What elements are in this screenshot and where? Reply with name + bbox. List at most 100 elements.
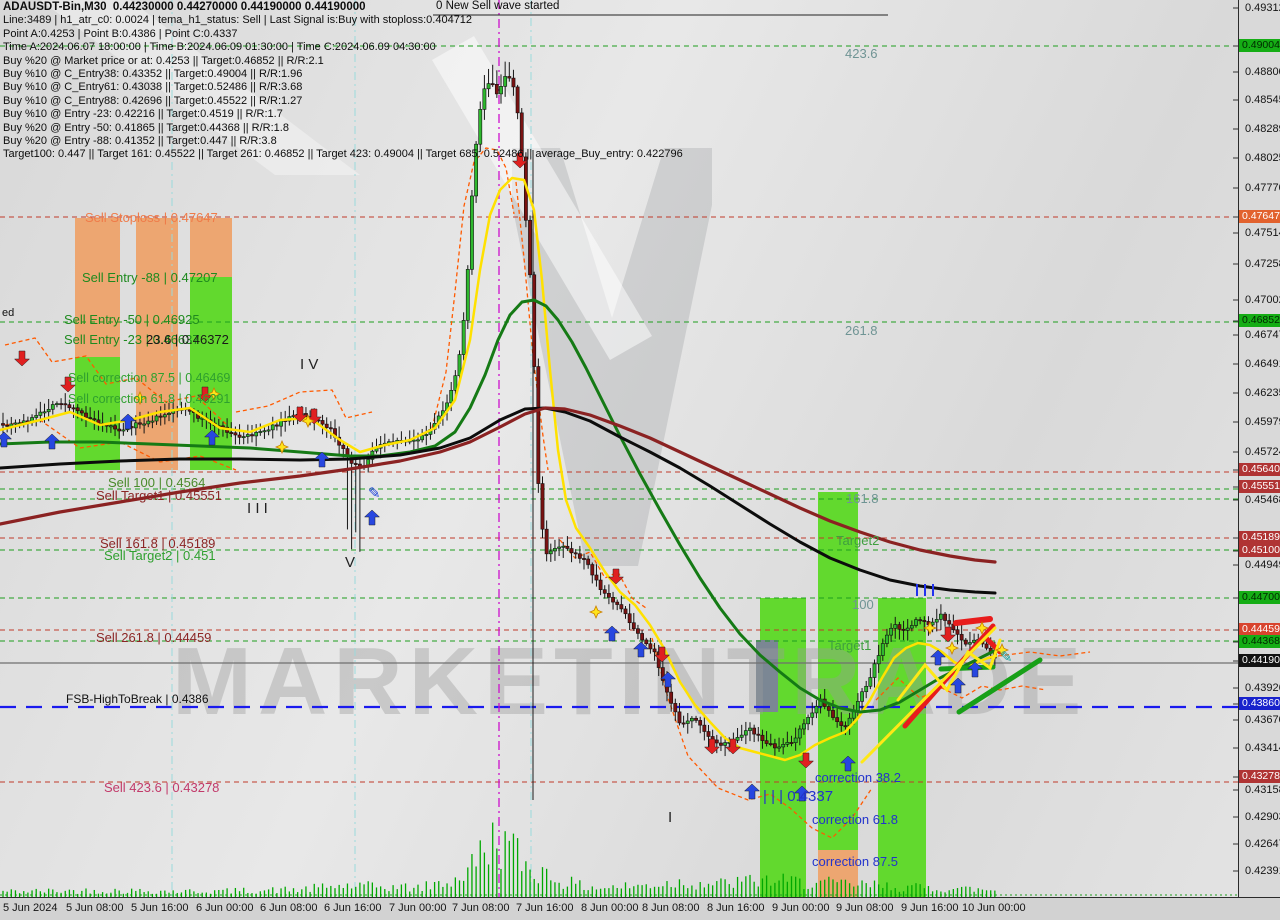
time-tick-label: 5 Jun 08:00 [66, 902, 124, 914]
price-badge: 0.44368 [1239, 635, 1280, 648]
volume-bars [2, 822, 996, 897]
label-correction-875: correction 87.5 [812, 854, 898, 869]
price-badge: 0.47647 [1239, 210, 1280, 223]
time-tick-label: 5 Jun 16:00 [131, 902, 189, 914]
label-wave-iv: I V [300, 356, 319, 373]
price-tick-label: 0.45724 [1245, 446, 1280, 458]
price-tick-label: 0.46235 [1245, 387, 1280, 399]
info-line: Buy %10 @ C_Entry88: 0.42696 || Target:0… [3, 94, 303, 107]
label-sell-100: Sell 100 | 0.4564 [108, 475, 206, 490]
info-block: ADAUSDT-Bin,M30 0.44230000 0.44270000 0.… [3, 1, 683, 162]
time-tick-label: 6 Jun 08:00 [260, 902, 318, 914]
price-badge: 0.49004 [1239, 39, 1280, 52]
signal-segment [896, 638, 1002, 702]
watermark-logo-swoosh [432, 36, 652, 360]
ma-line-slow-black [0, 406, 997, 595]
zone-or [136, 218, 178, 470]
label-sell-2618: Sell 261.8 | 0.44459 [96, 630, 212, 645]
time-tick-label: 9 Jun 08:00 [836, 902, 894, 914]
atr-trail [651, 637, 873, 839]
info-line: Buy %10 @ Entry -23: 0.42216 || Target:0… [3, 108, 283, 121]
zone-gr [818, 492, 858, 850]
zone-or [75, 218, 120, 357]
price-tick-label: 0.45468 [1245, 494, 1280, 506]
price-tick-label: 0.43158 [1245, 784, 1280, 796]
info-line: Time A:2024.06.07 18:00:00 | Time B:2024… [3, 41, 436, 54]
info-line: ADAUSDT-Bin,M30 0.44230000 0.44270000 0.… [3, 1, 366, 13]
atr-trail [997, 651, 1091, 657]
pencil-icon: ✎ [368, 485, 381, 502]
signal-segment [956, 657, 1043, 715]
atr-trail [235, 389, 373, 419]
label-fsb-hightobreak: FSB-HighToBreak | 0.4386 [66, 692, 209, 706]
price-badge: 0.46852 [1239, 314, 1280, 327]
zone-or [190, 218, 232, 277]
price-tick-label: 0.48025 [1245, 152, 1280, 164]
price-badge: 0.45189 [1239, 531, 1280, 544]
price-badge: 0.45100 [1239, 544, 1280, 557]
price-tick-label: 0.47514 [1245, 227, 1280, 239]
ma-line-fast-yellow [0, 176, 998, 762]
price-tick-label: 0.46491 [1245, 358, 1280, 370]
price-badge: 0.44190 [1239, 654, 1280, 667]
wave-status-note: 0 New Sell wave started [436, 0, 560, 12]
info-line: Buy %10 @ C_Entry61: 0.43038 || Target:0… [3, 81, 303, 94]
atr-trail [559, 539, 647, 609]
label-fib-2618: 261.8 [845, 323, 878, 338]
info-line: Buy %20 @ Entry -88: 0.41352 || Target:0… [3, 135, 277, 148]
label-sell-4236: Sell 423.6 | 0.43278 [104, 780, 220, 795]
signal-segment [953, 616, 993, 626]
label-sell-entry-23: Sell Entry -23 | 0.46637 [64, 332, 200, 347]
time-tick-label: 6 Jun 00:00 [196, 902, 254, 914]
info-line: Buy %10 @ C_Entry38: 0.43352 || Target:0… [3, 68, 303, 81]
bg-swoosh [40, 0, 360, 175]
label-sell-correction-875: Sell correction 87.5 | 0.46469 [68, 371, 231, 385]
atr-trail [515, 181, 549, 471]
price-badge: 0.44700 [1239, 591, 1280, 604]
time-tick-label: 9 Jun 16:00 [901, 902, 959, 914]
price-badge: 0.45551 [1239, 480, 1280, 493]
signal-segment [860, 626, 997, 764]
info-line: Buy %20 @ Market price or at: 0.4253 || … [3, 54, 324, 67]
time-tick-label: 8 Jun 00:00 [581, 902, 639, 914]
ma-line-slowest-maroon [0, 406, 997, 564]
time-tick-label: 6 Jun 16:00 [324, 902, 382, 914]
price-tick-label: 0.48545 [1245, 94, 1280, 106]
info-line: Line:3489 | h1_atr_c0: 0.0024 | tema_h1_… [3, 14, 473, 27]
label-fib-236-overlay: 23.6 | 0.46372 [146, 332, 229, 347]
label-wave-v: V [345, 554, 356, 571]
ma-line-medium-green [0, 298, 998, 714]
zone-gr [75, 357, 120, 470]
price-tick-label: 0.46747 [1245, 329, 1280, 341]
label-target1: Target1 [828, 638, 872, 653]
atr-trail [875, 677, 1047, 701]
label-target2: Target2 [836, 533, 880, 548]
label-correction-618: correction 61.8 [812, 812, 898, 827]
price-tick-label: 0.49312 [1245, 2, 1280, 14]
atr-trail [431, 147, 515, 429]
time-axis[interactable]: 5 Jun 2024 5 Jun 08:00 5 Jun 16:00 6 Jun 00… [0, 897, 1280, 920]
price-tick-label: 0.47002 [1245, 294, 1280, 306]
price-tick-label: 0.44949 [1245, 559, 1280, 571]
time-tick-label: 7 Jun 08:00 [452, 902, 510, 914]
label-wave-iii: I I I [247, 500, 268, 517]
price-tick-label: 0.43414 [1245, 742, 1280, 754]
label-sell-target2: Sell Target2 | 0.451 [104, 548, 216, 563]
label-sell-target1: Sell Target1 | 0.45551 [96, 488, 223, 503]
time-tick-label: 8 Jun 16:00 [707, 902, 765, 914]
label-fib-4236: 423.6 [845, 46, 878, 61]
label-sell-stoploss: Sell Stoploss | 0.47647 [85, 210, 218, 225]
label-sell-1618: Sell 161.8 | 0.45189 [100, 536, 216, 551]
price-badge: 0.45640 [1239, 463, 1280, 476]
price-tick-label: 0.42391 [1245, 865, 1280, 877]
price-tick-label: 0.47258 [1245, 258, 1280, 270]
price-badge: 0.43860 [1239, 697, 1280, 710]
info-line: Buy %20 @ Entry -50: 0.41865 || Target:0… [3, 121, 289, 134]
time-tick-label: 10 Jun 00:00 [962, 902, 1026, 914]
label-wave3-price: | | | 0.4337 [763, 788, 834, 805]
